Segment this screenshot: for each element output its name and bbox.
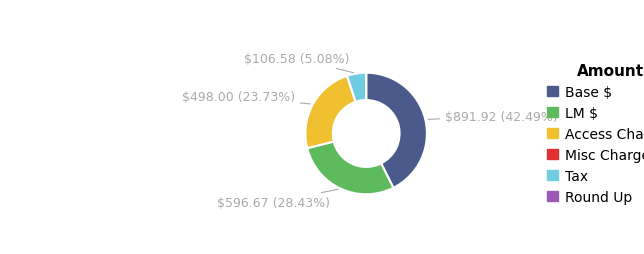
Text: $106.58 (5.08%): $106.58 (5.08%) bbox=[243, 53, 354, 73]
Legend: Base $, LM $, Access Charges, Misc Charges, Tax, Round Up: Base $, LM $, Access Charges, Misc Charg… bbox=[542, 58, 644, 210]
Text: $498.00 (23.73%): $498.00 (23.73%) bbox=[182, 91, 310, 104]
Text: $891.92 (42.49%): $891.92 (42.49%) bbox=[428, 110, 558, 123]
Wedge shape bbox=[366, 73, 427, 188]
Text: $596.67 (28.43%): $596.67 (28.43%) bbox=[216, 189, 338, 209]
Wedge shape bbox=[347, 76, 355, 102]
Wedge shape bbox=[307, 142, 393, 195]
Wedge shape bbox=[305, 76, 355, 149]
Wedge shape bbox=[347, 73, 366, 102]
